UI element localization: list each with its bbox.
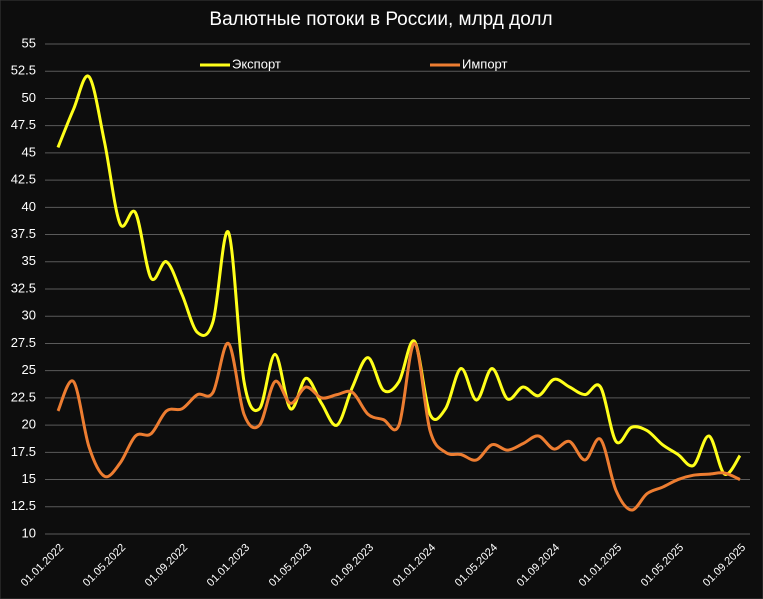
y-tick-label: 45	[22, 144, 36, 159]
y-tick-label: 52.5	[11, 63, 36, 78]
legend-label: Импорт	[462, 56, 507, 71]
y-tick-label: 30	[22, 308, 36, 323]
legend-label: Экспорт	[232, 56, 281, 71]
line	[56, 74, 742, 476]
y-tick-label: 50	[22, 90, 36, 105]
y-tick-label: 10	[22, 525, 36, 540]
y-tick-label: 55	[22, 35, 36, 50]
y-tick-label: 12.5	[11, 498, 36, 513]
y-tick-label: 22.5	[11, 389, 36, 404]
y-tick-label: 37.5	[11, 226, 36, 241]
y-tick-label: 40	[22, 199, 36, 214]
y-tick-label: 35	[22, 253, 36, 268]
y-tick-label: 20	[22, 417, 36, 432]
y-tick-label: 47.5	[11, 117, 36, 132]
line	[56, 341, 741, 512]
y-tick-label: 17.5	[11, 444, 36, 459]
y-tick-label: 15	[22, 471, 36, 486]
y-tick-label: 25	[22, 362, 36, 377]
y-tick-label: 27.5	[11, 335, 36, 350]
chart-title: Валютные потоки в России, млрд долл	[209, 9, 552, 30]
y-tick-label: 32.5	[11, 280, 36, 295]
y-tick-label: 42.5	[11, 172, 36, 187]
